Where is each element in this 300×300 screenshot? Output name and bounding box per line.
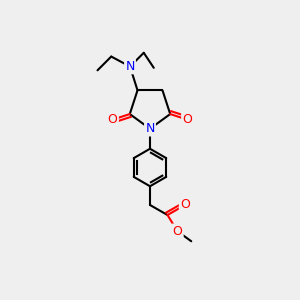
Text: O: O	[172, 225, 182, 238]
Text: N: N	[125, 60, 135, 73]
Text: O: O	[182, 113, 192, 126]
Text: N: N	[145, 122, 155, 135]
Text: O: O	[108, 113, 118, 126]
Text: O: O	[180, 199, 190, 212]
